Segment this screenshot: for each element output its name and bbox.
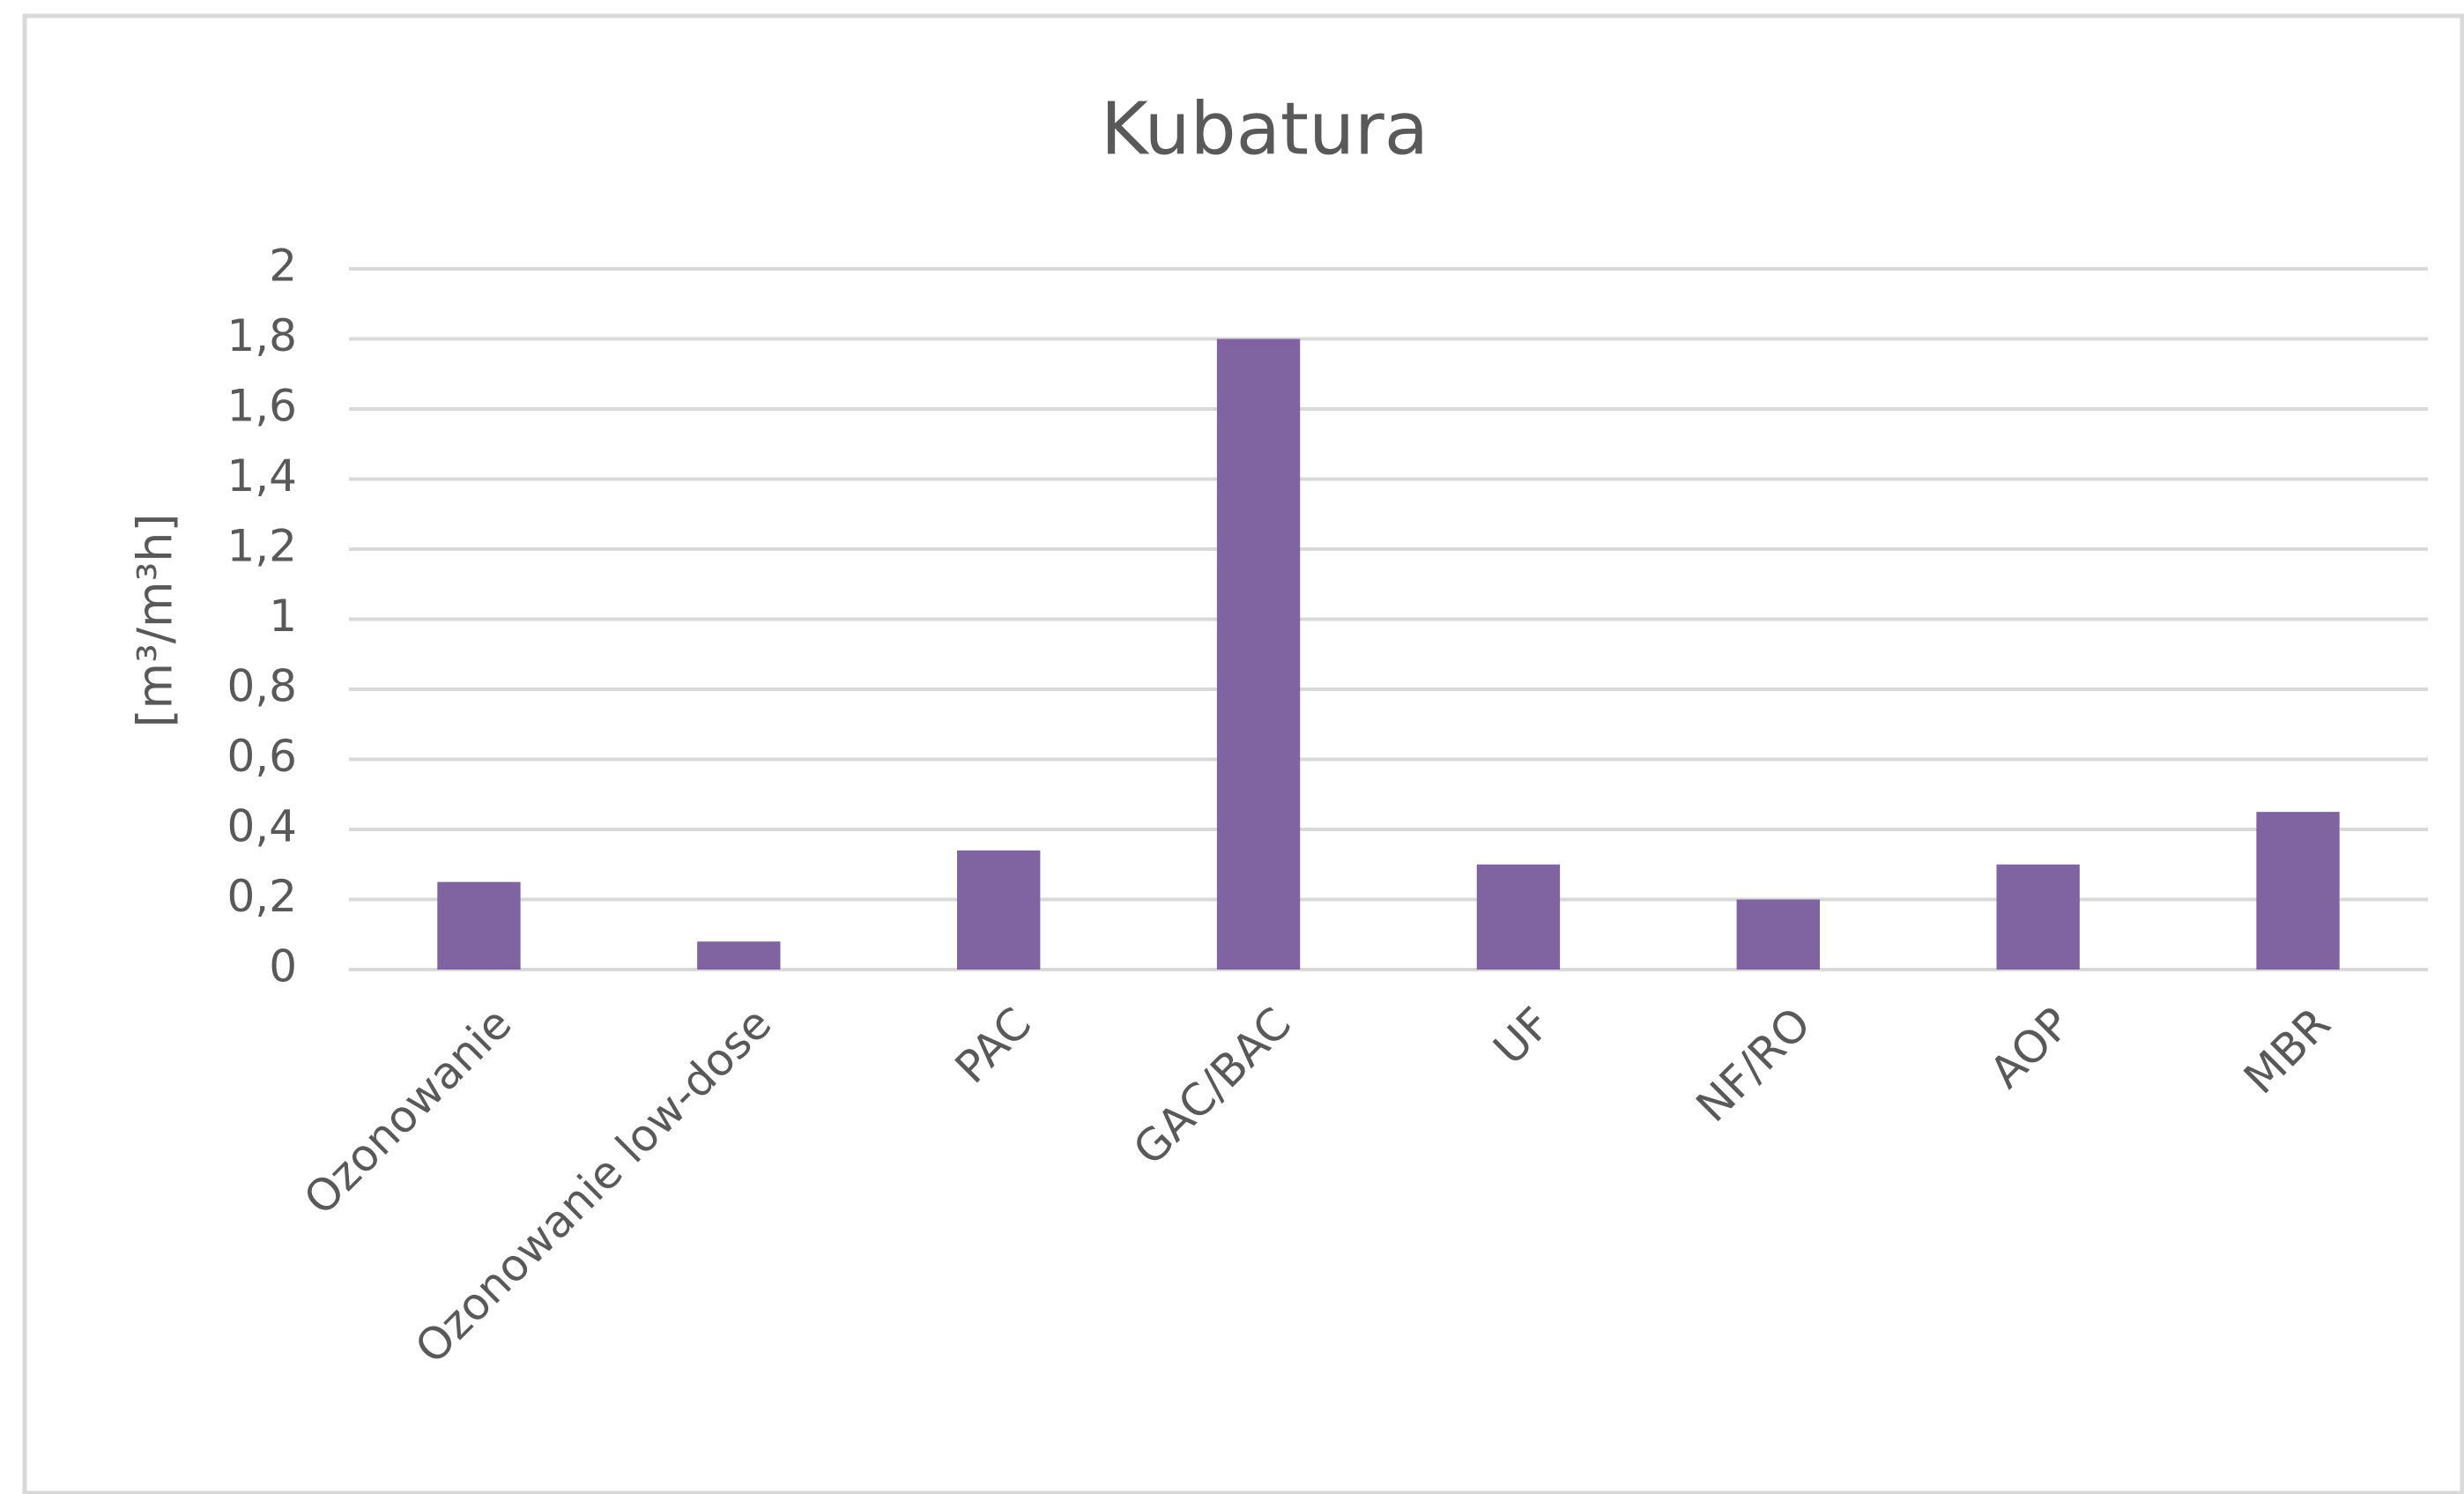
bar (697, 941, 781, 970)
bar (1736, 899, 1820, 970)
y-tick-label: 0,2 (226, 871, 297, 922)
bar (957, 850, 1041, 970)
y-tick-label: 0,6 (226, 731, 297, 782)
y-tick-label: 2 (269, 241, 297, 292)
bar (2256, 812, 2340, 970)
bar (437, 881, 521, 970)
chart-title: Kubatura (1101, 87, 1429, 171)
y-tick-label: 1,2 (226, 521, 297, 572)
y-tick-label: 1,4 (226, 450, 297, 502)
y-axis-label: [m³/m³h] (128, 513, 183, 727)
y-tick-label: 1,6 (226, 381, 297, 432)
bar (1996, 864, 2080, 970)
bar (1476, 864, 1561, 970)
y-tick-label: 1,8 (226, 310, 297, 361)
y-tick-label: 0,4 (226, 801, 297, 852)
y-tick-label: 0 (269, 941, 297, 992)
y-tick-label: 1 (269, 591, 297, 642)
y-tick-label: 0,8 (226, 661, 297, 712)
bar (1216, 338, 1301, 970)
